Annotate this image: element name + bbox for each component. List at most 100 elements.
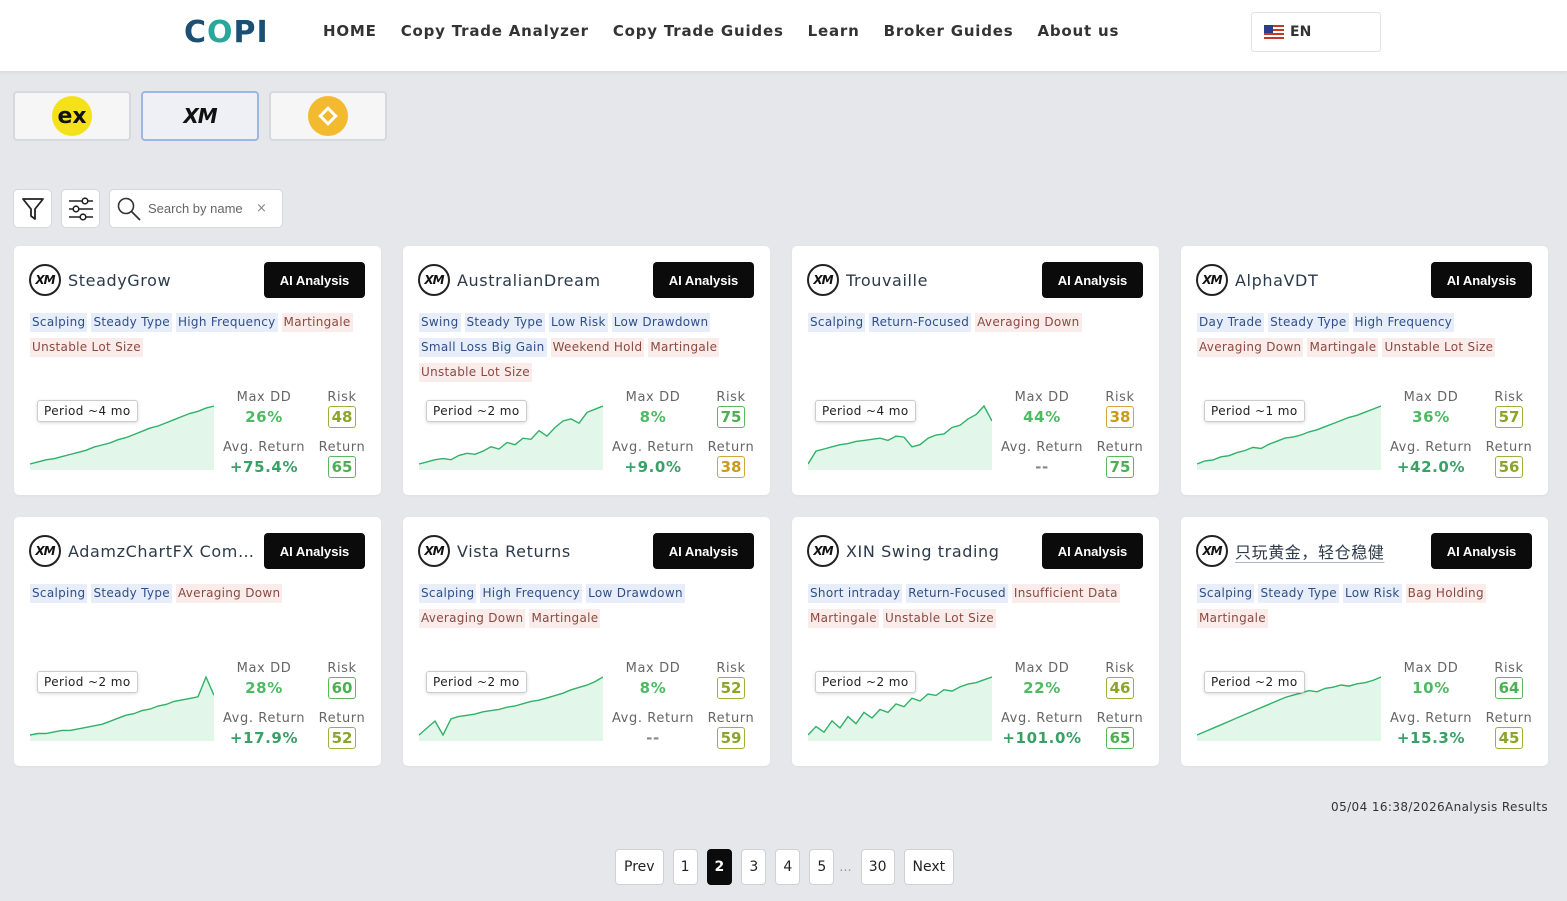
nav-learn[interactable]: Learn <box>807 22 860 40</box>
xm-broker-icon: XM <box>1196 264 1228 296</box>
strategy-tag: Martingale <box>648 338 720 357</box>
page-button-5[interactable]: 5 <box>809 849 835 885</box>
ai-analysis-button[interactable]: AI Analysis <box>1042 533 1143 569</box>
settings-sliders-button[interactable] <box>61 189 100 228</box>
strategy-tag: Martingale <box>281 313 353 332</box>
equity-sparkline <box>30 675 214 741</box>
trader-card: XM Vista Returns AI Analysis Scalping Hig… <box>403 517 770 766</box>
trader-name-link[interactable]: 只玩黄金，轻仓稳健 <box>1235 543 1385 562</box>
strategy-tag: Martingale <box>1307 338 1379 357</box>
strategy-tag: Low Risk <box>548 313 608 332</box>
prev-page-button[interactable]: Prev <box>615 849 664 885</box>
xm-broker-icon: XM <box>1196 535 1228 567</box>
ai-analysis-button[interactable]: AI Analysis <box>1431 533 1532 569</box>
avg-return-label: Avg. Return <box>1389 440 1473 455</box>
page-button-30[interactable]: 30 <box>860 849 895 885</box>
language-selector[interactable]: EN <box>1251 12 1381 52</box>
ai-analysis-button[interactable]: AI Analysis <box>653 262 754 298</box>
nav-broker-guides[interactable]: Broker Guides <box>883 22 1014 40</box>
risk-label: Risk <box>327 390 357 405</box>
period-badge: Period ~4 mo <box>815 400 916 422</box>
risk-score-badge: 64 <box>1495 677 1523 699</box>
trader-name-link[interactable]: Trouvaille <box>846 270 929 290</box>
ai-analysis-button[interactable]: AI Analysis <box>1042 262 1143 298</box>
period-badge: Period ~2 mo <box>1204 671 1305 693</box>
strategy-tag: Weekend Hold <box>550 338 645 357</box>
max-dd-label: Max DD <box>625 390 681 405</box>
nav-copy-trade-analyzer[interactable]: Copy Trade Analyzer <box>400 22 589 40</box>
broker-tab-xm[interactable]: XM <box>141 91 259 141</box>
ai-analysis-button[interactable]: AI Analysis <box>1431 262 1532 298</box>
strategy-tag: Scalping <box>808 313 866 332</box>
card-header: XM AustralianDream AI Analysis <box>418 262 754 298</box>
avg-return-label: Avg. Return <box>611 440 695 455</box>
strategy-tags: Day Trade Steady Type High Frequency Averag… <box>1197 313 1534 357</box>
strategy-tags: Scalping Steady Type Low Risk Bag Holding Ma… <box>1197 584 1534 628</box>
return-label: Return <box>1096 711 1144 726</box>
next-page-button[interactable]: Next <box>903 849 955 885</box>
page-button-2[interactable]: 2 <box>706 849 733 885</box>
avg-return-value: +9.0% <box>624 458 682 476</box>
equity-sparkline <box>30 405 214 470</box>
broker-tab-exness[interactable]: ex <box>13 91 131 141</box>
strategy-tag: Steady Type <box>1258 584 1339 603</box>
strategy-tag: Unstable Lot Size <box>882 609 996 628</box>
risk-label: Risk <box>1105 661 1135 676</box>
strategy-tag: Low Drawdown <box>586 584 685 603</box>
strategy-tags: Swing Steady Type Low Risk Low Drawdown Smal… <box>419 313 756 382</box>
risk-score-badge: 60 <box>328 677 356 699</box>
strategy-tag: Day Trade <box>1197 313 1265 332</box>
max-dd-value: 28% <box>245 679 283 697</box>
avg-return-value: -- <box>646 729 660 747</box>
broker-tab-binance[interactable] <box>269 91 387 141</box>
strategy-tag: Averaging Down <box>175 584 283 603</box>
risk-score-badge: 46 <box>1106 677 1134 699</box>
trader-name-link[interactable]: SteadyGrow <box>68 270 172 290</box>
strategy-tag: Low Risk <box>1342 584 1402 603</box>
search-input[interactable] <box>148 201 252 216</box>
ai-analysis-button[interactable]: AI Analysis <box>653 533 754 569</box>
strategy-tag: Insufficient Data <box>1011 584 1120 603</box>
ai-analysis-button[interactable]: AI Analysis <box>264 533 365 569</box>
trader-name-link[interactable]: AlphaVDT <box>1235 270 1319 290</box>
strategy-tags: Scalping High Frequency Low Drawdown Averag… <box>419 584 756 628</box>
risk-label: Risk <box>1105 390 1135 405</box>
nav-about-us[interactable]: About us <box>1037 22 1120 40</box>
sliders-icon <box>68 196 93 221</box>
copi-logo[interactable]: COPI <box>184 14 269 50</box>
trader-card: XM AustralianDream AI Analysis Swing Stea… <box>403 246 770 495</box>
main-nav: HOME Copy Trade Analyzer Copy Trade Guid… <box>323 22 1143 40</box>
avg-return-value: +101.0% <box>1002 729 1082 747</box>
risk-label: Risk <box>1494 390 1524 405</box>
avg-return-label: Avg. Return <box>1000 440 1084 455</box>
site-header: COPI HOME Copy Trade Analyzer Copy Trade… <box>0 0 1567 72</box>
search-box: × <box>109 189 283 228</box>
xm-broker-icon: XM <box>29 264 61 296</box>
strategy-tag: Averaging Down <box>1197 338 1304 357</box>
nav-copy-trade-guides[interactable]: Copy Trade Guides <box>612 22 784 40</box>
xm-broker-icon: XM <box>29 535 61 567</box>
equity-sparkline <box>1197 405 1381 470</box>
strategy-tag: High Frequency <box>1352 313 1455 332</box>
page-button-3[interactable]: 3 <box>741 849 767 885</box>
strategy-tag: Martingale <box>808 609 879 628</box>
trader-name-link[interactable]: AustralianDream <box>457 270 601 290</box>
trader-name-link[interactable]: AdamzChartFX Community <box>68 541 258 561</box>
xm-broker-icon: XM <box>807 535 839 567</box>
trader-name-link[interactable]: XIN Swing trading <box>846 541 1000 561</box>
xm-broker-icon: XM <box>418 264 450 296</box>
page-button-4[interactable]: 4 <box>775 849 801 885</box>
strategy-tag: Steady Type <box>91 313 172 332</box>
avg-return-value: +75.4% <box>229 458 299 476</box>
card-header: XM SteadyGrow AI Analysis <box>29 262 365 298</box>
clear-search-icon[interactable]: × <box>256 201 267 216</box>
strategy-tag: Martingale <box>529 609 601 628</box>
trader-name-link[interactable]: Vista Returns <box>457 541 571 561</box>
nav-home[interactable]: HOME <box>323 22 377 40</box>
return-score-badge: 56 <box>1495 456 1523 478</box>
ai-analysis-button[interactable]: AI Analysis <box>264 262 365 298</box>
page-button-1[interactable]: 1 <box>672 849 698 885</box>
filter-button[interactable] <box>13 189 52 228</box>
strategy-tag: Unstable Lot Size <box>1382 338 1496 357</box>
strategy-tag: Steady Type <box>1268 313 1349 332</box>
